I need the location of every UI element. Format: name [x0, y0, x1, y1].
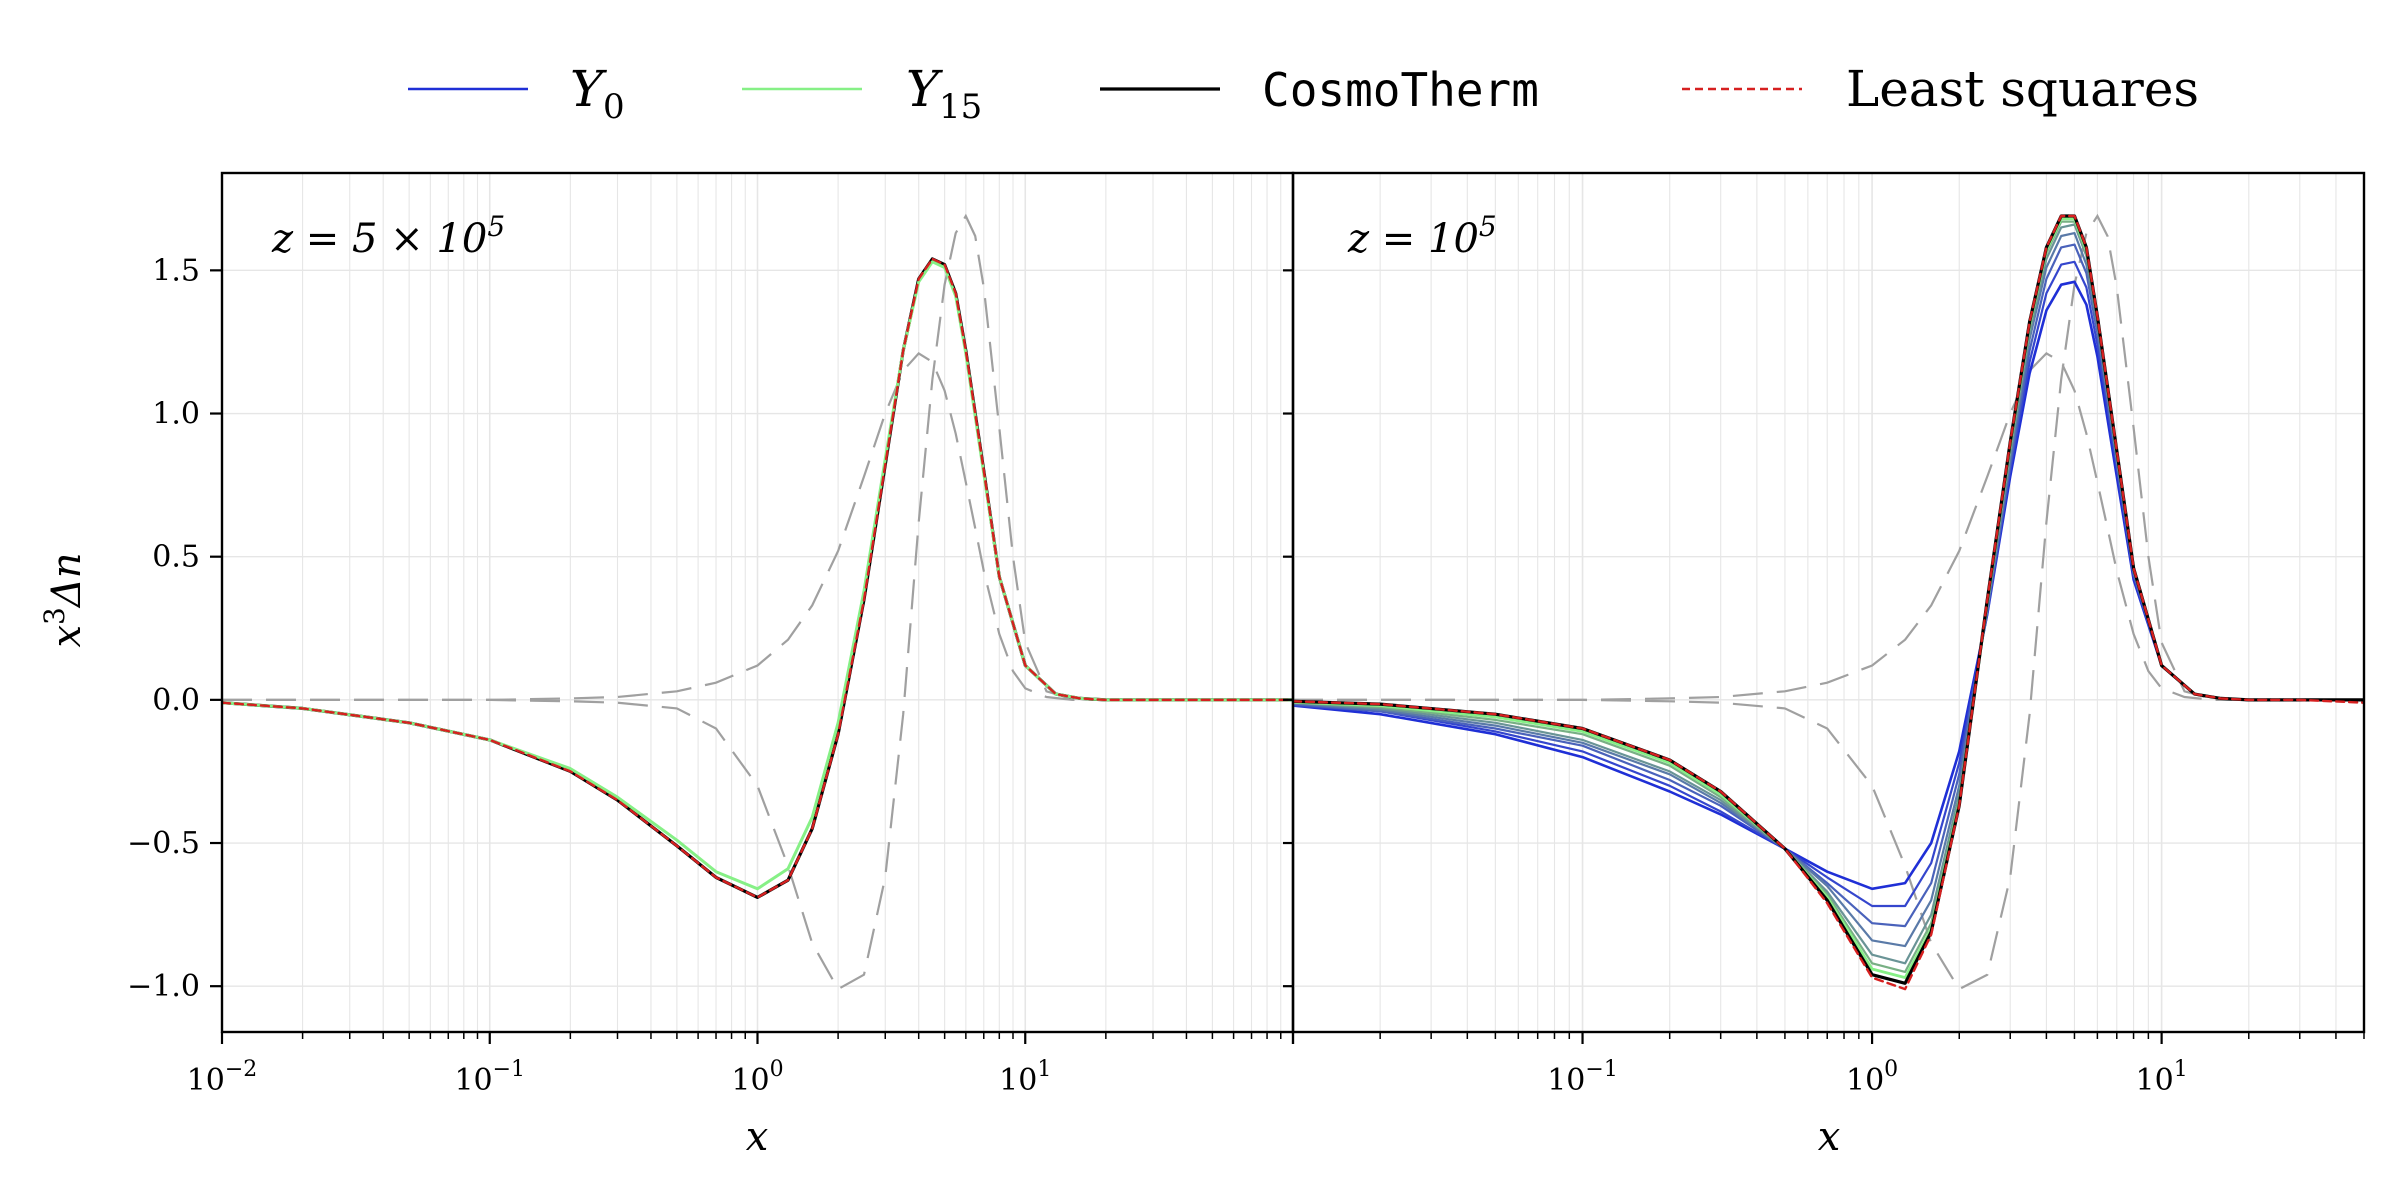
series-line-intermediate-2 [1293, 243, 2364, 928]
x-tick-label: 101 [2136, 1057, 2188, 1098]
annotation-left: z = 5 × 105 [271, 210, 505, 262]
y-tick-label: −1.0 [127, 969, 200, 1004]
series-left [222, 257, 1293, 900]
legend-label-y0-base: Y [570, 60, 607, 118]
x-tick-label: 100 [1846, 1057, 1898, 1098]
y-axis-label-rest: Δn [44, 552, 90, 609]
x-tick-label: 100 [731, 1057, 783, 1098]
legend-label-y15-sub: 15 [939, 87, 982, 127]
annotation-right-exp: 5 [1479, 210, 1497, 243]
x-tick-label: 10−2 [187, 1057, 258, 1098]
legend-item-y15: Y15 [742, 60, 982, 127]
legend-label-y0-sub: 0 [603, 87, 625, 127]
legend-item-y0: Y0 [408, 60, 625, 127]
series-line-intermediate-4 [1293, 223, 2364, 965]
panel-right: 10−1 100 101 z = 105 x [1283, 171, 2366, 1160]
y-tick-label: 0.5 [152, 540, 200, 575]
basis-curves-right [1293, 213, 2364, 991]
basis-curve-1 [1293, 352, 2364, 702]
annotation-left-exp: 5 [487, 210, 505, 243]
basis-curve-2 [222, 213, 1293, 991]
panel-left: 10−2 10−1 100 101 −1.0 −0.5 0.0 0.5 1.0 1.5 z = 5… [127, 171, 1295, 1160]
series-line-y15 [1293, 217, 2364, 979]
basis-curve-2 [1293, 213, 2364, 991]
annotation-right: z = 105 [1347, 210, 1497, 262]
legend-label-y15-base: Y [906, 60, 943, 118]
ticks-left: 10−2 10−1 100 101 −1.0 −0.5 0.0 0.5 1.0 1.5 [127, 253, 1295, 1098]
legend: Y0 Y15 CosmoTherm Least squares [408, 60, 2199, 127]
x-tick-label: 10−1 [1547, 1057, 1618, 1098]
y-tick-label: 1.5 [152, 253, 200, 288]
series-line-y0 [1293, 280, 2364, 891]
y-axis-label: x3Δn [38, 552, 90, 647]
y-axis-label-x: x [44, 625, 90, 648]
y-tick-label: 0.0 [152, 683, 200, 718]
series-right [1293, 214, 2364, 991]
legend-item-least-squares: Least squares [1682, 60, 2199, 118]
series-line-intermediate-5 [1293, 220, 2364, 974]
x-axis-label-left: x [746, 1114, 769, 1160]
series-line-least-squares [222, 257, 1293, 899]
x-axis-label-right: x [1818, 1114, 1841, 1160]
series-line-intermediate-3 [1293, 232, 2364, 948]
y-tick-label: 1.0 [152, 397, 200, 432]
grid-left [221, 173, 1294, 1032]
basis-curve-1 [222, 351, 1293, 702]
legend-label-cosmotherm: CosmoTherm [1262, 63, 1539, 117]
legend-label-y15: Y15 [906, 60, 982, 127]
legend-label-least-squares: Least squares [1846, 60, 2199, 118]
series-line-least-squares [1293, 214, 2364, 991]
basis-curves-left [222, 213, 1293, 991]
legend-label-y0: Y0 [570, 60, 625, 127]
plot-frame-right [1291, 171, 2366, 1034]
annotation-right-text: z = 10 [1347, 216, 1479, 262]
y-axis-label-exp: 3 [38, 607, 71, 625]
x-tick-label: 101 [999, 1057, 1051, 1098]
annotation-left-text: z = 5 × 10 [271, 216, 487, 262]
y-tick-label: −0.5 [127, 826, 200, 861]
series-line-cosmotherm [1293, 214, 2364, 985]
series-line-intermediate-1 [1293, 260, 2364, 908]
x-tick-label: 10−1 [454, 1057, 525, 1098]
ticks-right: 10−1 100 101 [1283, 269, 2365, 1098]
legend-item-cosmotherm: CosmoTherm [1100, 63, 1539, 117]
